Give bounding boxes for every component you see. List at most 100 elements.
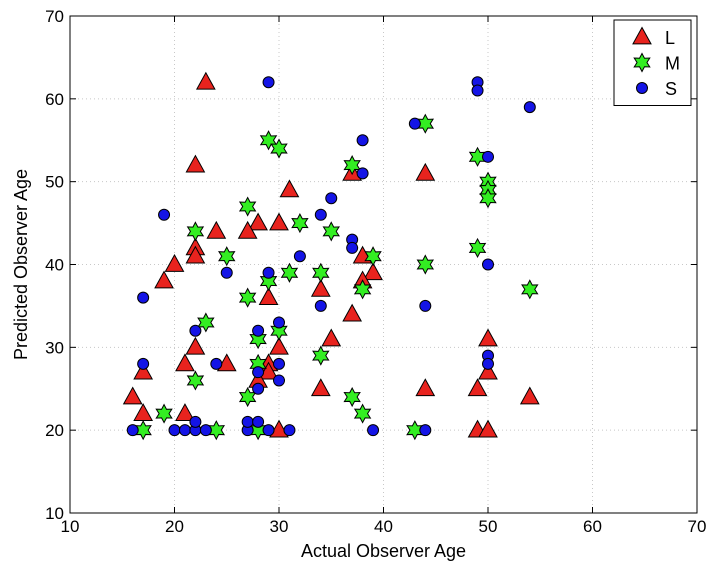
data-point-S: [356, 134, 369, 147]
plot-frame: [69, 15, 698, 514]
data-point-M: [218, 246, 236, 267]
data-point-L: [248, 212, 268, 231]
data-point-S: [262, 76, 275, 89]
data-point-S: [262, 266, 275, 279]
data-point-L: [519, 386, 540, 405]
data-point-M: [312, 345, 330, 366]
x-tick-label: 60: [583, 517, 602, 536]
data-point-M: [343, 386, 361, 408]
data-point-S: [252, 415, 265, 428]
data-point-S: [408, 117, 421, 130]
data-point-S: [189, 324, 202, 337]
data-point-L: [185, 245, 206, 264]
legend-label-S: S: [665, 79, 677, 99]
data-point-S: [137, 357, 150, 370]
data-point-S: [220, 266, 233, 279]
data-point-L: [258, 287, 279, 305]
data-point-S: [346, 241, 359, 254]
data-point-S: [273, 357, 285, 370]
data-point-S: [273, 316, 285, 329]
data-point-M: [291, 213, 309, 234]
legend-marker-S: [636, 82, 648, 94]
data-point-M: [270, 320, 288, 341]
data-point-L: [310, 278, 331, 297]
y-tick-label: 30: [45, 338, 64, 357]
data-point-M: [238, 287, 257, 308]
data-point-L: [363, 262, 383, 281]
y-tick-label: 20: [45, 421, 64, 440]
data-point-M: [259, 130, 278, 151]
data-point-S: [325, 192, 338, 205]
data-point-M: [343, 155, 361, 176]
data-point-M: [259, 270, 278, 292]
x-tick-label: 40: [374, 517, 393, 536]
data-point-L: [279, 179, 300, 198]
data-point-M: [249, 328, 267, 350]
data-point-S: [189, 415, 202, 428]
x-axis-label: Actual Observer Age: [301, 541, 466, 561]
legend-label-M: M: [665, 54, 680, 74]
data-point-L: [237, 220, 258, 239]
data-point-S: [252, 382, 265, 395]
y-tick-label: 50: [45, 173, 64, 192]
data-point-L: [195, 71, 216, 90]
data-point-S: [210, 357, 223, 370]
data-point-L: [269, 212, 289, 231]
data-point-L: [164, 253, 185, 272]
data-point-S: [482, 150, 494, 163]
data-point-M: [479, 188, 497, 209]
data-point-M: [353, 403, 372, 424]
data-point-M: [238, 196, 257, 217]
data-point-L: [175, 353, 195, 372]
series-L: [122, 71, 540, 438]
data-point-L: [185, 154, 206, 173]
y-axis-label: Predicted Observer Age: [11, 169, 31, 360]
x-tick-label: 50: [479, 517, 498, 536]
data-point-M: [468, 237, 487, 259]
data-point-S: [126, 424, 139, 437]
data-point-L: [321, 328, 342, 347]
legend: LMS: [613, 19, 692, 106]
data-point-L: [415, 162, 436, 181]
data-point-S: [273, 374, 285, 387]
data-point-S: [158, 208, 171, 221]
legend-marker-L: [632, 26, 652, 45]
data-point-M: [155, 403, 173, 424]
data-point-L: [310, 378, 331, 397]
data-point-L: [206, 220, 227, 239]
data-point-L: [478, 328, 498, 347]
x-tick-label: 20: [165, 517, 184, 536]
data-point-L: [258, 361, 279, 380]
data-point-S: [262, 424, 275, 437]
data-point-L: [478, 419, 498, 438]
data-point-S: [523, 101, 536, 114]
x-tick-label: 10: [61, 517, 80, 536]
data-point-M: [353, 279, 372, 300]
data-point-L: [415, 378, 436, 397]
data-point-L: [122, 386, 143, 405]
data-point-S: [293, 250, 306, 263]
axis-ticks: 10 20 30 40 50 60 70 10 20 30 40 50 60 70: [45, 7, 706, 536]
data-point-S: [419, 299, 432, 312]
data-point-S: [168, 424, 181, 437]
data-point-M: [521, 279, 539, 300]
data-point-M: [280, 262, 299, 283]
data-point-S: [314, 299, 327, 312]
data-point-L: [216, 353, 237, 372]
data-point-M: [364, 246, 382, 267]
data-points: [122, 71, 540, 441]
data-point-S: [178, 424, 191, 437]
legend-marker-M: [633, 52, 651, 73]
data-point-L: [478, 361, 498, 380]
data-point-L: [154, 270, 174, 289]
series-S: [126, 76, 536, 437]
data-point-M: [197, 312, 215, 333]
data-point-L: [467, 378, 488, 397]
data-point-L: [269, 336, 289, 355]
data-point-S: [367, 424, 380, 437]
data-point-S: [482, 258, 494, 271]
data-point-L: [342, 303, 363, 322]
data-point-L: [175, 403, 195, 421]
data-point-S: [471, 84, 484, 97]
